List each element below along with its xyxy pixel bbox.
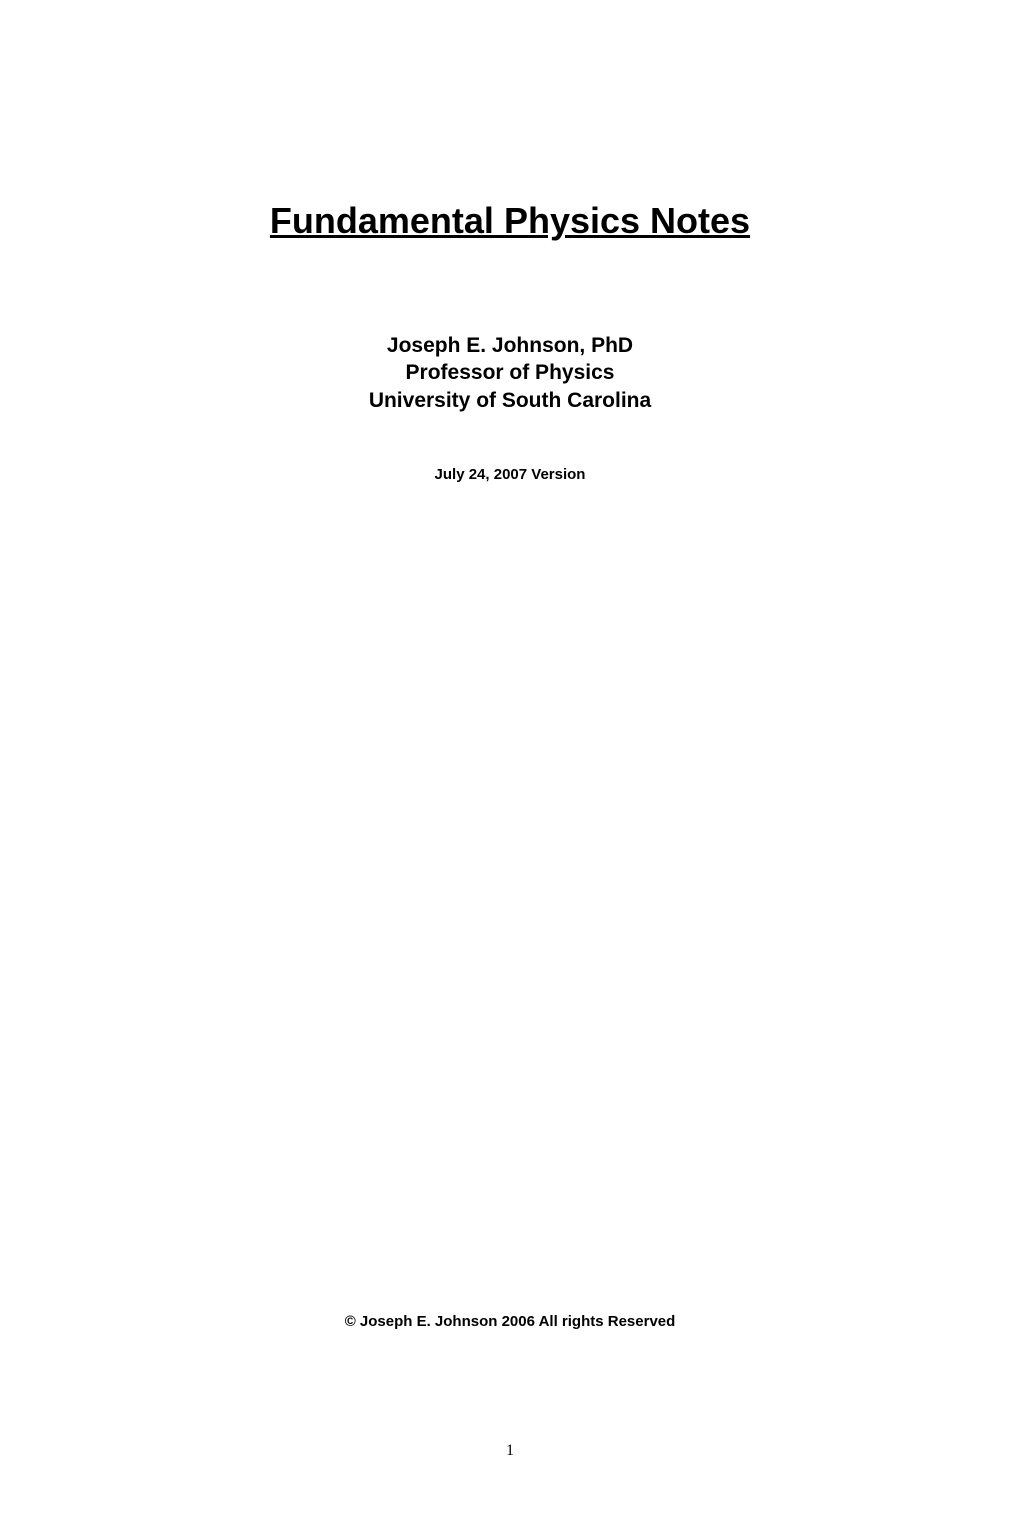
author-name: Joseph E. Johnson, PhD [0, 332, 1020, 359]
author-block: Joseph E. Johnson, PhD Professor of Phys… [0, 332, 1020, 414]
version-date: July 24, 2007 Version [0, 466, 1020, 483]
document-page: Fundamental Physics Notes Joseph E. John… [0, 200, 1020, 1520]
author-title: Professor of Physics [0, 359, 1020, 386]
document-title: Fundamental Physics Notes [0, 200, 1020, 242]
copyright-notice: © Joseph E. Johnson 2006 All rights Rese… [0, 1313, 1020, 1330]
page-number: 1 [0, 1442, 1020, 1460]
author-institution: University of South Carolina [0, 387, 1020, 414]
